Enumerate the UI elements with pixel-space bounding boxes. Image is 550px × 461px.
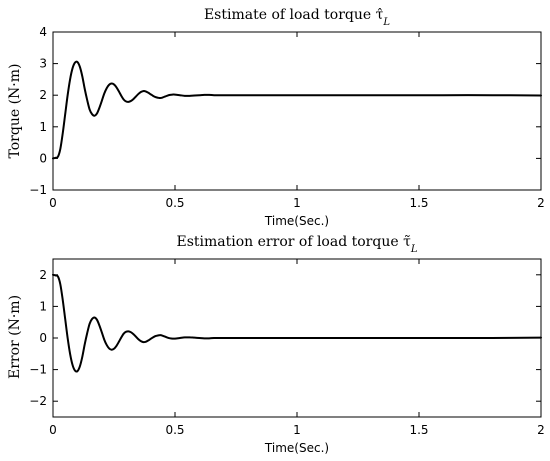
top-chart-series-line (52, 60, 542, 160)
top-chart-ytick-label: 3 (39, 57, 47, 71)
bottom-chart-ytick-label: 2 (39, 268, 47, 282)
top-chart-ytick-label: 0 (39, 151, 47, 165)
bottom-chart-axes-frame (52, 258, 542, 418)
top-chart-ytick-label: 4 (39, 25, 47, 39)
bottom-chart-xtick-label: 0.5 (165, 423, 184, 437)
top-chart-xtick-label: 1.5 (409, 196, 428, 210)
top-chart-xtick-label: 2 (537, 196, 545, 210)
top-chart-xtick-label: 0.5 (165, 196, 184, 210)
top-chart: Estimate of load torque τ̂L Torque (N·m)… (7, 7, 545, 228)
top-chart-ylabel: Torque (N·m) (7, 64, 23, 159)
bottom-chart-xtick-label: 0 (49, 423, 57, 437)
top-chart-xtick-label: 1 (293, 196, 301, 210)
bottom-chart-title: Estimation error of load torque τ̃L (177, 234, 418, 255)
bottom-chart-ytick-label: 1 (39, 299, 47, 313)
bottom-chart-xtick-label: 2 (537, 423, 545, 437)
bottom-chart-ytick-label: −1 (29, 363, 47, 377)
top-chart-ytick-label: 2 (39, 88, 47, 102)
bottom-chart-series-line (52, 273, 542, 373)
top-chart-axes-frame (52, 31, 542, 191)
top-chart-ytick-label: 1 (39, 120, 47, 134)
top-chart-ytick-label: −1 (29, 183, 47, 197)
bottom-chart-xtick-label: 1.5 (409, 423, 428, 437)
top-chart-xlabel: Time(Sec.) (264, 214, 329, 228)
top-chart-ticks (52, 31, 542, 191)
bottom-chart-xlabel: Time(Sec.) (264, 441, 329, 455)
bottom-chart-tick-labels: 0 0.5 1 1.5 2 −2 −1 0 1 2 (29, 268, 545, 437)
top-chart-title: Estimate of load torque τ̂L (204, 7, 390, 28)
bottom-chart-ytick-label: 0 (39, 331, 47, 345)
bottom-chart: Estimation error of load torque τ̃L Erro… (7, 234, 545, 455)
bottom-chart-ylabel: Error (N·m) (7, 295, 23, 379)
top-chart-xtick-label: 0 (49, 196, 57, 210)
bottom-chart-xtick-label: 1 (293, 423, 301, 437)
bottom-chart-ytick-label: −2 (29, 394, 47, 408)
